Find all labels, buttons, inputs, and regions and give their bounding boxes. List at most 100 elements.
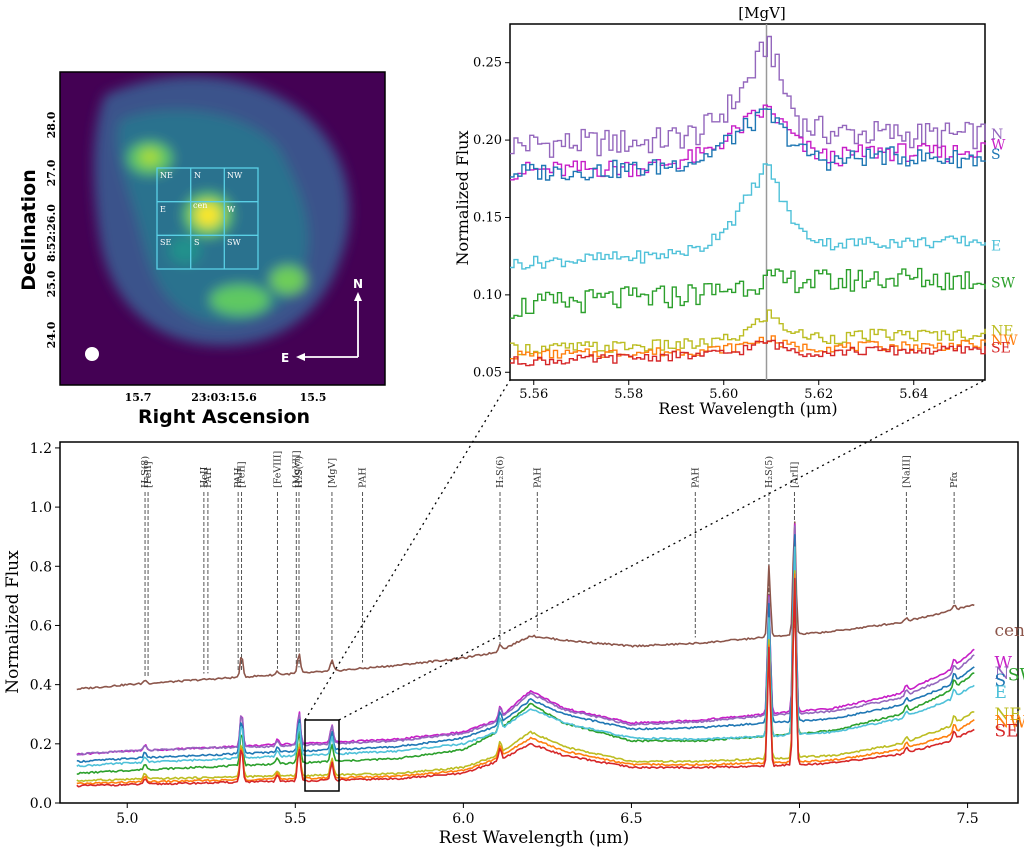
line-label-pf: Pfα (949, 471, 960, 488)
compass-north-label: N (353, 277, 363, 291)
zoom-ytick-label: 0.25 (473, 56, 502, 71)
main-legend-cen: cen (994, 621, 1024, 641)
line-label-feii: [FeII] (237, 461, 248, 488)
zoom-series-n (510, 35, 986, 158)
compass-east-label: E (281, 351, 289, 365)
zoom-xtick-label: 5.60 (709, 387, 738, 402)
zoom-ylabel: Normalized Flux (453, 131, 472, 266)
main-frame (59, 441, 1019, 804)
image-frame (59, 71, 386, 386)
main-series-nw (76, 573, 975, 785)
compass (296, 292, 362, 361)
zoom-legend-n: N (991, 127, 1003, 143)
main-legend-se: SE (994, 722, 1018, 742)
grid-label-s: S (194, 238, 199, 247)
main-xtick-label: 5.5 (284, 811, 306, 827)
line-label-mgvii: [MgVII] (291, 450, 302, 488)
main-series-cen (76, 521, 975, 691)
main-xtick-label: 6.0 (452, 811, 474, 827)
line-label-mgv: [MgV] (327, 458, 338, 488)
main-xtick-label: 5.0 (116, 811, 138, 827)
image-panel: NE N NW E cen W SE S SW N E 28.0 27.0 8:… (18, 71, 386, 428)
zoom-series-sw (510, 267, 986, 319)
main-legend-n: N (994, 664, 1009, 684)
zoom-series-se (510, 339, 986, 367)
main-ytick-label: 1.2 (30, 441, 52, 457)
zoom-legend-e: E (991, 238, 1001, 254)
main-legend-e: E (994, 683, 1006, 703)
main-xlabel: Rest Wavelength (μm) (439, 828, 630, 848)
grid-label-se: SE (160, 238, 171, 247)
grid-label-cen: cen (193, 201, 207, 210)
zoom-connector-left (304, 379, 511, 721)
zoom-region-box (304, 719, 340, 792)
zoom-legend-sw: SW (991, 275, 1016, 291)
main-ytick-label: 0.2 (30, 737, 52, 753)
main-series-se (76, 577, 975, 788)
grid-label-e: E (160, 205, 166, 214)
main-ytick-label: 0.8 (30, 559, 52, 575)
zoom-title: [MgV] (738, 4, 786, 22)
zoom-xtick-label: 5.58 (614, 387, 643, 402)
zoom-series-e (510, 163, 986, 270)
main-series-ne (76, 570, 975, 783)
ra-tick: 23:03:15.6 (191, 391, 257, 404)
zoom-legend-se: SE (991, 340, 1011, 356)
image-ylabel: Declination (18, 169, 40, 290)
main-legend-nw: NW (994, 713, 1024, 733)
main-ytick-label: 0.0 (30, 796, 52, 812)
main-xtick-label: 6.5 (620, 811, 642, 827)
main-series-sw (76, 546, 975, 775)
main-ytick-label: 0.4 (30, 678, 52, 694)
main-ylabel: Normalized Flux (3, 550, 23, 694)
zoom-frame (509, 23, 986, 381)
beam-marker (85, 347, 99, 361)
main-legend-sw: SW (1008, 665, 1024, 685)
main-series-n (76, 525, 975, 756)
main-xtick-label: 7.5 (956, 811, 978, 827)
line-label-arii: [ArII] (789, 462, 800, 488)
dec-tick: 25.0 (45, 270, 58, 297)
line-label-feviii: [FeVIII] (272, 451, 283, 488)
line-label-pah: PAH (203, 467, 214, 488)
zoom-legend-ne: NE (991, 323, 1013, 339)
grid-label-w: W (227, 205, 236, 214)
line-label-naiii: [NaIII] (901, 455, 912, 488)
ra-tick: 15.7 (125, 391, 152, 404)
zoom-series-ne (510, 309, 986, 356)
zoom-ytick-label: 0.05 (473, 365, 502, 380)
main-legend-w: W (994, 653, 1012, 673)
line-label-pah: PAH (233, 467, 244, 488)
dec-tick: 28.0 (45, 111, 58, 138)
grid-label-ne: NE (160, 171, 173, 180)
zoom-xlabel: Rest Wavelength (μm) (658, 399, 837, 418)
dec-tick: 27.0 (45, 159, 58, 186)
zoom-xtick-label: 5.62 (804, 387, 833, 402)
line-label-pah: PAH (690, 467, 701, 488)
zoom-legend-w: W (991, 138, 1006, 154)
line-label-pah: PAH (532, 467, 543, 488)
main-legend-ne: NE (994, 705, 1021, 725)
aperture-grid (156, 167, 259, 270)
zoom-xtick-label: 5.64 (899, 387, 928, 402)
main-series-e (76, 546, 975, 768)
grid-label-n: N (194, 171, 201, 180)
main-ytick-label: 1.0 (30, 500, 52, 516)
zoom-legend-nw: NW (991, 333, 1018, 349)
grid-label-nw: NW (227, 171, 243, 180)
image-xlabel: Right Ascension (138, 406, 310, 428)
line-label-pah: PAH (358, 467, 369, 488)
main-series-s (76, 534, 975, 763)
zoom-legend-s: S (991, 147, 1001, 163)
main-ytick-label: 0.6 (30, 618, 52, 634)
zoom-ytick-label: 0.10 (473, 288, 502, 303)
line-label-h-s-7: H₂S(7) (294, 456, 305, 488)
zoom-xtick-label: 5.56 (519, 387, 548, 402)
ra-tick: 15.5 (300, 391, 327, 404)
line-label-h-s-6: H₂S(6) (495, 456, 506, 488)
zoom-panel: [MgV] 5.56 5.58 5.60 5.62 5.64 0.05 0.10 0.15 0.… (453, 4, 1018, 418)
main-xtick-label: 7.0 (788, 811, 810, 827)
zoom-series-s (510, 108, 986, 181)
